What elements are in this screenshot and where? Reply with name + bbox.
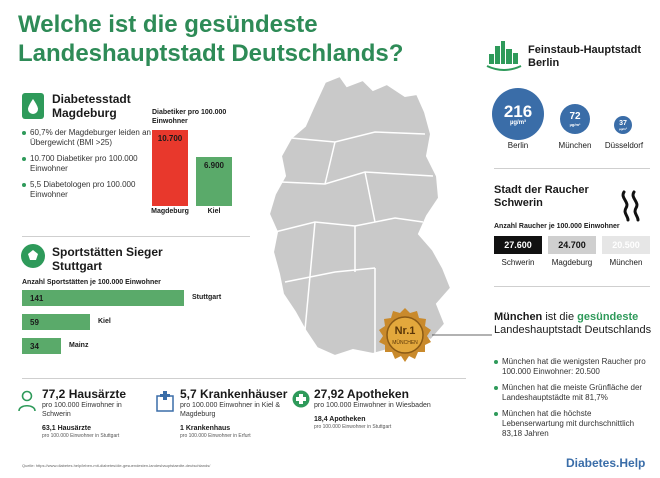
bottom-divider xyxy=(22,378,466,379)
bar: 59 xyxy=(22,314,90,330)
pharmacy-cross-icon xyxy=(292,390,310,408)
nr1-badge: Nr.1 MÜNCHEN xyxy=(377,307,433,363)
list-item: 10.700 Diabetiker pro 100.000 Einwohner xyxy=(22,154,152,174)
bubble-muenchen: 72 µg/m³ xyxy=(560,104,590,134)
sports-title: Sportstätten Sieger Stuttgart xyxy=(52,245,163,273)
badge-pointer-line xyxy=(432,334,492,336)
diabetes-title-line1: Diabetesstadt xyxy=(52,92,131,106)
diabetes-title-line2: Magdeburg xyxy=(52,106,117,120)
brand-logo: Diabetes.Help xyxy=(566,456,646,470)
list-item: 60,7% der Magdeburger leiden an Übergewi… xyxy=(22,128,152,148)
bar: 6.900 xyxy=(196,157,232,206)
badge-city: MÜNCHEN xyxy=(392,340,418,346)
blood-drop-icon xyxy=(22,93,44,119)
source-note: Quelle: https://www.diabetes.help/leben-… xyxy=(22,463,211,468)
stat-value: 5,7 Krankenhäuser xyxy=(180,387,288,401)
bubble-value: 216 xyxy=(503,101,533,121)
stat-compare: 63,1 Hausärzte xyxy=(42,425,92,432)
section-divider xyxy=(494,168,650,169)
muenchen-title-city: München xyxy=(494,311,543,323)
muenchen-title-rest: Landeshauptstadt Deutschlands xyxy=(494,324,652,336)
bar: 10.700 xyxy=(152,130,188,206)
city-label: München xyxy=(558,141,592,150)
stat-sub: pro 100.000 Einwohner in Wiesbaden xyxy=(314,402,431,409)
doctor-icon xyxy=(18,390,36,412)
feinstaub-title-line2: Berlin xyxy=(528,57,560,69)
list-item: München hat die wenigsten Raucher pro 10… xyxy=(494,357,654,377)
stat-hausaerzte: 77,2 Hausärzte pro 100.000 Einwohner in … xyxy=(42,387,152,440)
football-icon xyxy=(20,243,46,269)
muenchen-title-highlight: gesündeste xyxy=(577,311,639,323)
tick-label: Stuttgart xyxy=(192,294,222,301)
sports-title-line1: Sportstätten Sieger xyxy=(52,245,163,259)
bar: 141 xyxy=(22,290,184,306)
bar: 34 xyxy=(22,338,61,354)
feinstaub-title: Feinstaub-Hauptstadt Berlin xyxy=(528,44,641,70)
stat-compare-sub: pro 100.000 Einwohner in Erfurt xyxy=(180,433,251,439)
section-divider xyxy=(22,236,250,237)
tick-label: Magdeburg xyxy=(151,208,189,215)
smoke-icon xyxy=(618,190,644,222)
raucher-title-line1: Stadt der Raucher xyxy=(494,184,589,196)
tick-label: Schwerin xyxy=(501,258,535,267)
list-item: München hat die höchste Lebenserwartung … xyxy=(494,409,654,439)
stat-value: 77,2 Hausärzte xyxy=(42,387,127,401)
stat-compare-sub: pro 100.000 Einwohner in Stuttgart xyxy=(42,433,120,439)
stat-apotheken: 27,92 Apotheken pro 100.000 Einwohner in… xyxy=(314,387,444,431)
diabetes-bullets: 60,7% der Magdeburger leiden an Übergewi… xyxy=(22,128,152,206)
germany-map xyxy=(267,74,453,358)
bubble-unit: µg/m³ xyxy=(618,126,628,131)
stat-krankenhaeuser: 5,7 Krankenhäuser pro 100.000 Einwohner … xyxy=(180,387,290,440)
diabetes-title: Diabetesstadt Magdeburg xyxy=(52,92,131,120)
raucher-chart: 27.600 Schwerin 24.700 Magdeburg 20.500 Münch… xyxy=(494,236,650,270)
list-item: 5,5 Diabetologen pro 100.000 Einwohner xyxy=(22,180,152,200)
bubble-unit: µg/m³ xyxy=(569,121,581,127)
stat-sub: pro 100.000 Einwohner in Kiel & Magdebur… xyxy=(180,402,281,418)
bar: 20.500 xyxy=(602,236,650,254)
page-title: Welche ist die gesündeste Landeshauptsta… xyxy=(18,10,458,68)
tick-label: Kiel xyxy=(207,208,221,215)
sports-chart-caption: Anzahl Sportstätten je 100.000 Einwohner xyxy=(22,279,161,286)
hospital-icon xyxy=(155,390,175,412)
bubble-unit: µg/m³ xyxy=(509,119,527,126)
stat-compare-sub: pro 100.000 Einwohner in Stuttgart xyxy=(314,424,392,430)
list-item: München hat die meiste Grünfläche der La… xyxy=(494,383,654,403)
city-label: Berlin xyxy=(507,141,529,150)
muenchen-bullets: München hat die wenigsten Raucher pro 10… xyxy=(494,357,654,445)
muenchen-title: München ist die gesündeste Landeshauptst… xyxy=(494,311,654,337)
feinstaub-title-line1: Feinstaub-Hauptstadt xyxy=(528,44,642,56)
title-line-2: Landeshauptstadt Deutschlands? xyxy=(18,40,404,67)
bubble-value: 72 xyxy=(569,110,581,122)
raucher-title-line2: Schwerin xyxy=(494,197,543,209)
skyline-icon xyxy=(486,38,522,72)
stat-compare: 18,4 Apotheken xyxy=(314,416,366,423)
sports-title-line2: Stuttgart xyxy=(52,259,102,273)
stat-value: 27,92 Apotheken xyxy=(314,387,409,401)
bar: 24.700 xyxy=(548,236,596,254)
diabetes-bar-chart: 10.700 Magdeburg 6.900 Kiel xyxy=(151,128,242,220)
muenchen-title-mid: ist die xyxy=(542,311,578,323)
bubble-value: 37 xyxy=(619,119,627,127)
state-borders xyxy=(274,131,434,354)
bubble-berlin: 216 µg/m³ xyxy=(492,88,544,140)
bar: 27.600 xyxy=(494,236,542,254)
section-divider xyxy=(494,286,650,287)
title-line-1: Welche ist die gesündeste xyxy=(18,11,318,38)
stat-sub: pro 100.000 Einwohner in Schwerin xyxy=(42,402,122,418)
germany-outline xyxy=(267,74,453,358)
tick-label: München xyxy=(609,258,643,267)
raucher-title: Stadt der Raucher Schwerin xyxy=(494,184,589,210)
diabetes-chart-caption: Diabetiker pro 100.000 Einwohner xyxy=(152,109,227,125)
tick-label: Kiel xyxy=(98,318,111,325)
tick-label: Mainz xyxy=(69,342,89,349)
stat-compare: 1 Krankenhaus xyxy=(180,425,231,432)
sports-bar-chart: 141 Stuttgart 59 Kiel 34 Mainz xyxy=(22,290,252,358)
raucher-chart-caption: Anzahl Raucher je 100.000 Einwohner xyxy=(494,223,620,230)
city-label: Düsseldorf xyxy=(604,141,644,150)
tick-label: Magdeburg xyxy=(551,258,593,267)
bubble-duesseldorf: 37 µg/m³ xyxy=(614,116,632,134)
badge-label: Nr.1 xyxy=(394,325,416,337)
